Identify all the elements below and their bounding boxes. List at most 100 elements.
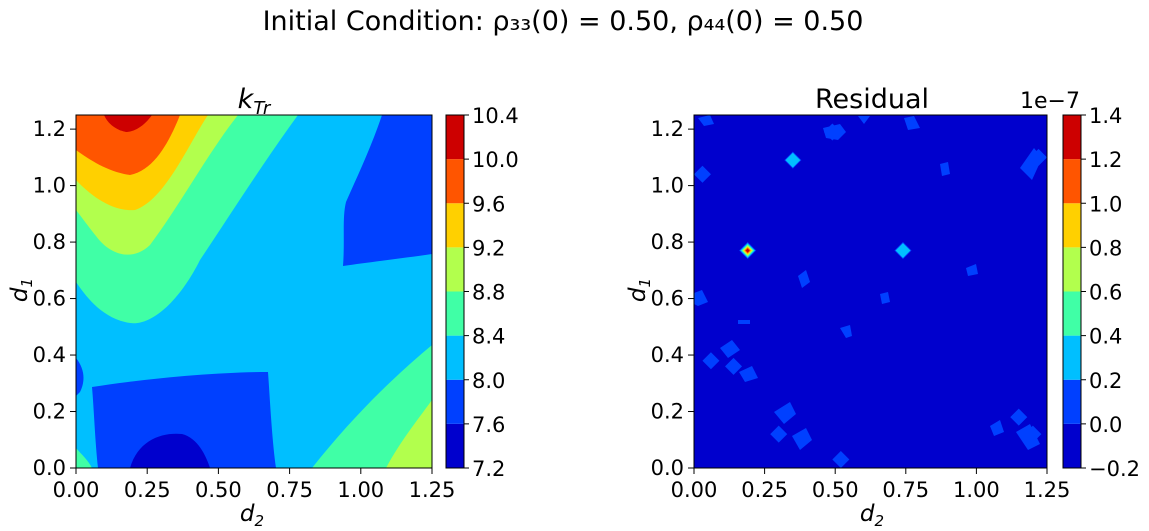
residual-peak-level-7 [745,248,750,253]
residual-patch [798,270,810,288]
ktr-colorbar-band [446,379,464,424]
ktr-xtick-label: 0.00 [53,478,100,502]
ktr-ticks: 0.00 0.25 0.50 0.75 1.00 1.25 0.0 0.2 0.4 0.6 0.8 1… [33,117,456,502]
residual-background [694,115,1047,468]
residual-colorbar-offset: 1e−7 [1020,89,1080,114]
residual-colorbar-band [1063,335,1081,380]
residual-ytick-label: 0.2 [651,400,684,424]
residual-colorbar-tick-label: 1.0 [1089,192,1122,216]
residual-peak-level-1 [725,357,743,375]
residual-minor-patches [694,115,1042,450]
residual-axes-frame [693,114,1048,469]
ktr-xlabel: d2 [240,501,264,530]
residual-peak-level-1 [1010,408,1028,426]
residual-peak-level-1 [702,352,720,370]
residual-patch [694,290,708,306]
residual-colorbar-band [1063,115,1081,160]
residual-peak-level-1 [832,451,850,468]
residual-patch [739,366,758,382]
ktr-ytick-label: 0.4 [33,343,66,367]
ktr-level-8.8-9.2-bottom-right [386,400,432,468]
residual-patch [966,264,978,276]
ktr-colorbar-tick-label: 8.0 [472,369,505,393]
residual-ytick-label: 0.8 [651,230,684,254]
ktr-ytick-label: 0.6 [33,287,66,311]
residual-colorbar-band [1063,203,1081,248]
residual-xtick-label: 1.25 [1024,478,1071,502]
residual-xtick-label: 0.00 [671,478,718,502]
residual-colorbar-ticks: −0.2 0.0 0.2 0.4 0.6 0.8 1.0 1.2 1.4 [1081,104,1140,481]
residual-xlabel: d2 [860,501,884,530]
residual-colorbar-tick-label: 0.8 [1089,236,1122,260]
residual-colorbar-tick-label: −0.2 [1089,457,1140,481]
residual-colorbar-bands [1063,115,1081,468]
ktr-ytick-label: 0.8 [33,230,66,254]
residual-colorbar-band [1063,247,1081,292]
ktr-level-8.4-8.8-bottom-right [312,345,432,468]
residual-colorbar-tick-label: 1.4 [1089,104,1122,128]
residual-xtick-label: 0.25 [741,478,788,502]
ktr-xtick-label: 0.75 [266,478,313,502]
ktr-colorbar-band [446,247,464,292]
ktr-colorbar-band [446,423,464,468]
residual-ytick-label: 0.4 [651,343,684,367]
residual-ytick-label: 0.6 [651,287,684,311]
residual-patch [774,402,796,424]
ktr-colorbar-tick-label: 10.0 [472,148,519,172]
ktr-colorbar-tick-label: 8.4 [472,325,505,349]
residual-patch [1016,424,1040,450]
ktr-colorbar-bands [446,115,464,468]
residual-ylabel: d1 [625,278,654,302]
ktr-contour-fill [76,115,432,468]
ktr-level-7.6-8.0-upper-right [343,115,432,266]
ktr-colorbar-band [446,203,464,248]
residual-patch [698,115,714,126]
ktr-colorbar-band [446,115,464,160]
right-panel: 0.00 0.25 0.50 0.75 1.00 1.25 0.0 0.2 0.4 0.6 0.8 1… [625,84,1140,530]
residual-colorbar-band [1063,291,1081,336]
residual-xtick-label: 0.75 [882,478,929,502]
residual-patch [1020,148,1042,180]
residual-patch [904,116,920,130]
ktr-ylabel: d1 [7,278,36,302]
ktr-colorbar-tick-label: 9.2 [472,236,505,260]
residual-colorbar-band [1063,379,1081,424]
ktr-title: kTr [238,84,272,119]
residual-patch [940,162,950,176]
residual-colorbar-tick-label: 1.2 [1089,148,1122,172]
ktr-xtick-label: 1.25 [409,478,456,502]
ktr-level-8.4-8.8-bottom-left [76,448,92,468]
ktr-level-9.6-10.0 [76,115,180,175]
ktr-ytick-label: 1.2 [33,117,66,141]
residual-ticks: 0.00 0.25 0.50 0.75 1.00 1.25 0.0 0.2 0.4 0.6 0.8 1… [651,117,1071,502]
residual-colorbar-tick-label: 0.0 [1089,413,1122,437]
residual-peak-level-1 [694,165,711,183]
residual-patch [823,124,846,140]
ktr-xtick-label: 0.50 [195,478,242,502]
residual-colorbar: −0.2 0.0 0.2 0.4 0.6 0.8 1.0 1.2 1.4 1e−7 [1020,89,1140,481]
residual-peak-level-2 [785,152,801,168]
figure-suptitle: Initial Condition: ρ₃₃(0) = 0.50, ρ₄₄(0)… [263,6,864,37]
residual-peaks [694,123,1047,468]
ktr-colorbar-tick-label: 8.8 [472,281,505,305]
residual-colorbar-tick-label: 0.2 [1089,369,1122,393]
ktr-ytick-label: 0.0 [33,456,66,480]
ktr-level-7.6-8.0-lower [92,372,276,468]
ktr-colorbar-tick-label: 10.4 [472,104,519,128]
ktr-level-7.2-7.6-bottom [130,433,210,468]
ktr-axes-frame [75,114,433,469]
ktr-colorbar-ticks: 7.2 7.6 8.0 8.4 8.8 9.2 9.6 10.0 10.4 [464,104,519,481]
residual-patch [720,340,740,358]
ktr-colorbar-tick-label: 7.2 [472,457,505,481]
ktr-level-7.6-8.0-left-edge [76,358,84,396]
ktr-ytick-label: 1.0 [33,174,66,198]
ktr-level-10.0-10.4 [104,115,152,132]
ktr-colorbar: 7.2 7.6 8.0 8.4 8.8 9.2 9.6 10.0 10.4 [445,104,519,481]
residual-patch [840,325,852,338]
residual-peak-level-1 [770,425,788,443]
residual-patch [880,292,890,304]
residual-xtick-label: 0.50 [812,478,859,502]
residual-xtick-label: 1.00 [953,478,1000,502]
residual-patch [792,428,812,450]
